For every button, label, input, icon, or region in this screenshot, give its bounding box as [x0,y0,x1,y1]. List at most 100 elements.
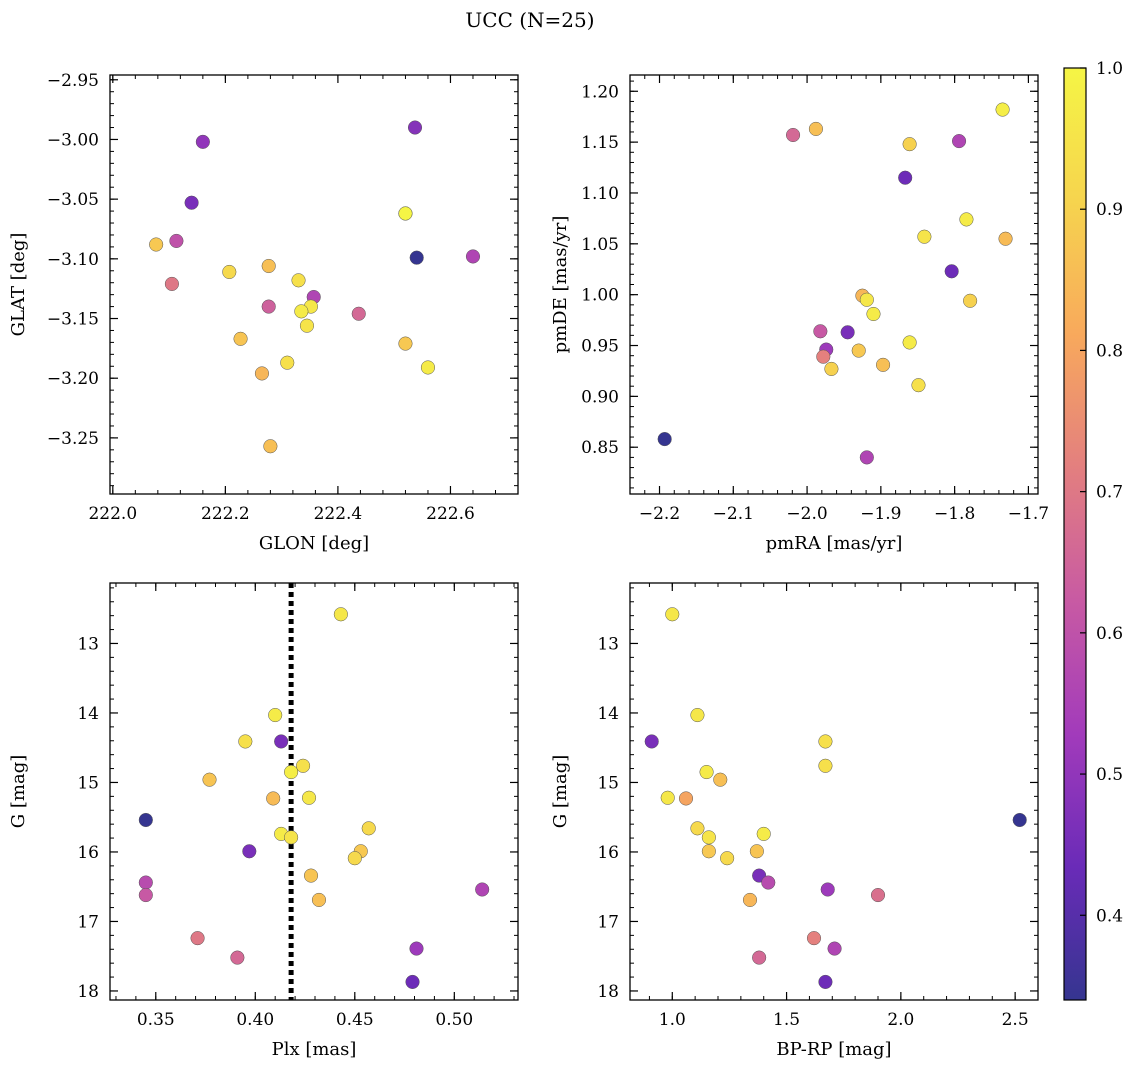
axes-frame [109,74,519,495]
scatter-point [254,366,269,381]
scatter-point [347,851,362,866]
scatter-point [311,892,327,907]
y-axis-label: G [mag] [8,755,29,828]
y-tick-label: 15 [77,773,99,793]
scatter-point [138,875,153,890]
y-tick-label: 1.00 [581,286,619,306]
scatter-point [242,844,257,859]
y-tick-label: 1.05 [581,235,619,255]
scatter-point [761,875,776,890]
scatter-point [233,331,248,346]
scatter-point [998,231,1013,246]
scatter-point [138,812,153,828]
y-tick-label: 14 [77,704,99,724]
scatter-point [866,306,881,322]
x-tick-label: 0.35 [137,1010,175,1030]
colorbar-tick-label: 1.0 [1096,59,1123,79]
scatter-point [261,258,276,274]
minor-ticks-y [110,587,518,992]
x-tick-label: −1.8 [934,504,975,524]
y-tick-label: 18 [77,982,99,1002]
scatter-point [902,137,917,152]
y-tick-label: 0.90 [581,387,619,407]
y-tick-label: 14 [597,704,619,724]
scatter-point [274,734,289,749]
scatter-point [820,882,835,897]
scatter-point [917,229,932,244]
y-tick-label: 15 [597,773,619,793]
figure-title: UCC (N=25) [465,8,594,32]
x-axis-label: BP-RP [mag] [776,1039,891,1060]
scatter-point [952,134,967,149]
colorbar-tick-label: 0.4 [1096,906,1123,926]
scatter-point [230,950,245,965]
y-tick-label: 13 [597,634,619,654]
minor-ticks-y [630,80,1038,489]
x-axis-label: pmRA [mas/yr] [766,533,903,554]
scatter-point [808,121,823,136]
y-tick-label: 17 [597,912,619,932]
scatter-point [222,264,237,280]
panel-bprp-g: 1.0 1.5 2.0 2.5 13 14 15 16 17 18 BP-RP [mag] G [ma… [550,582,1039,1060]
minor-ticks-x [629,75,1029,494]
panel-glon-glat: 222.0 222.2 222.4 222.6 −2.95 −3.00 −3.05 −3.10… [8,71,519,554]
x-tick-label: −1.9 [860,504,901,524]
y-tick-label: 1.20 [581,82,619,102]
scatter-point [701,830,716,845]
scatter-point [911,378,926,393]
scatter-point [238,734,253,749]
scatter-point [195,134,210,149]
axes-frame [629,582,1039,1001]
minor-ticks-y [630,587,1038,992]
y-tick-label: 17 [77,912,99,932]
colorbar-gradient [1063,67,1087,1001]
scatter-point [678,791,694,806]
scatter-point [752,950,767,965]
x-tick-label: 2.5 [1002,1010,1029,1030]
x-tick-label: 0.45 [336,1010,374,1030]
y-tick-label: 16 [597,843,619,863]
scatter-point [742,892,758,907]
panel-plx-g: 0.35 0.40 0.45 0.50 13 14 15 16 17 18 Plx [mas] G [… [8,582,519,1060]
scatter-point [859,292,874,307]
scatter-point [303,868,319,883]
x-tick-label: 1.5 [773,1010,800,1030]
scatter-point [713,772,728,787]
scatter-point [644,734,659,749]
scatter-point [657,432,672,447]
scatter-point [169,233,184,248]
scatter-point [149,237,164,252]
y-tick-label: −3.10 [47,250,99,270]
axes-frame [109,582,519,1001]
colorbar: 0.4 0.5 0.6 0.7 0.8 0.9 1.0 [1063,59,1123,1001]
scatter-point [660,790,675,805]
y-tick-label: 18 [597,982,619,1002]
x-tick-label: −1.7 [1008,504,1049,524]
x-tick-label: 2.0 [887,1010,914,1030]
minor-ticks-x [648,583,1039,1000]
scatter-point [420,360,436,375]
scatter-point [164,276,179,291]
scatter-point [465,249,481,264]
scatter-point [840,325,855,340]
scatter-point [184,195,199,210]
y-axis-label: pmDE [mas/yr] [550,216,571,354]
y-tick-label: −3.00 [47,130,99,150]
panel-pmra-pmde: −2.2 −2.1 −2.0 −1.9 −1.8 −1.7 0.85 0.90 0.95 1.00… [550,74,1049,554]
x-tick-label: −2.2 [639,504,680,524]
scatter-point [351,306,366,321]
scatter-point [202,772,217,787]
scatter-point [859,450,874,465]
y-tick-label: −3.25 [47,429,99,449]
x-tick-label: 222.6 [426,504,475,524]
scatter-point [749,844,764,859]
y-axis-label: GLAT [deg] [8,233,29,337]
scatter-point [266,791,281,806]
y-tick-label: −3.20 [47,369,99,389]
scatter-point [409,250,424,265]
y-tick-label: 13 [77,634,99,654]
x-axis-label: Plx [mas] [272,1039,357,1060]
scatter-point [786,127,801,143]
scatter-point [333,607,348,622]
scatter-point [959,212,974,227]
